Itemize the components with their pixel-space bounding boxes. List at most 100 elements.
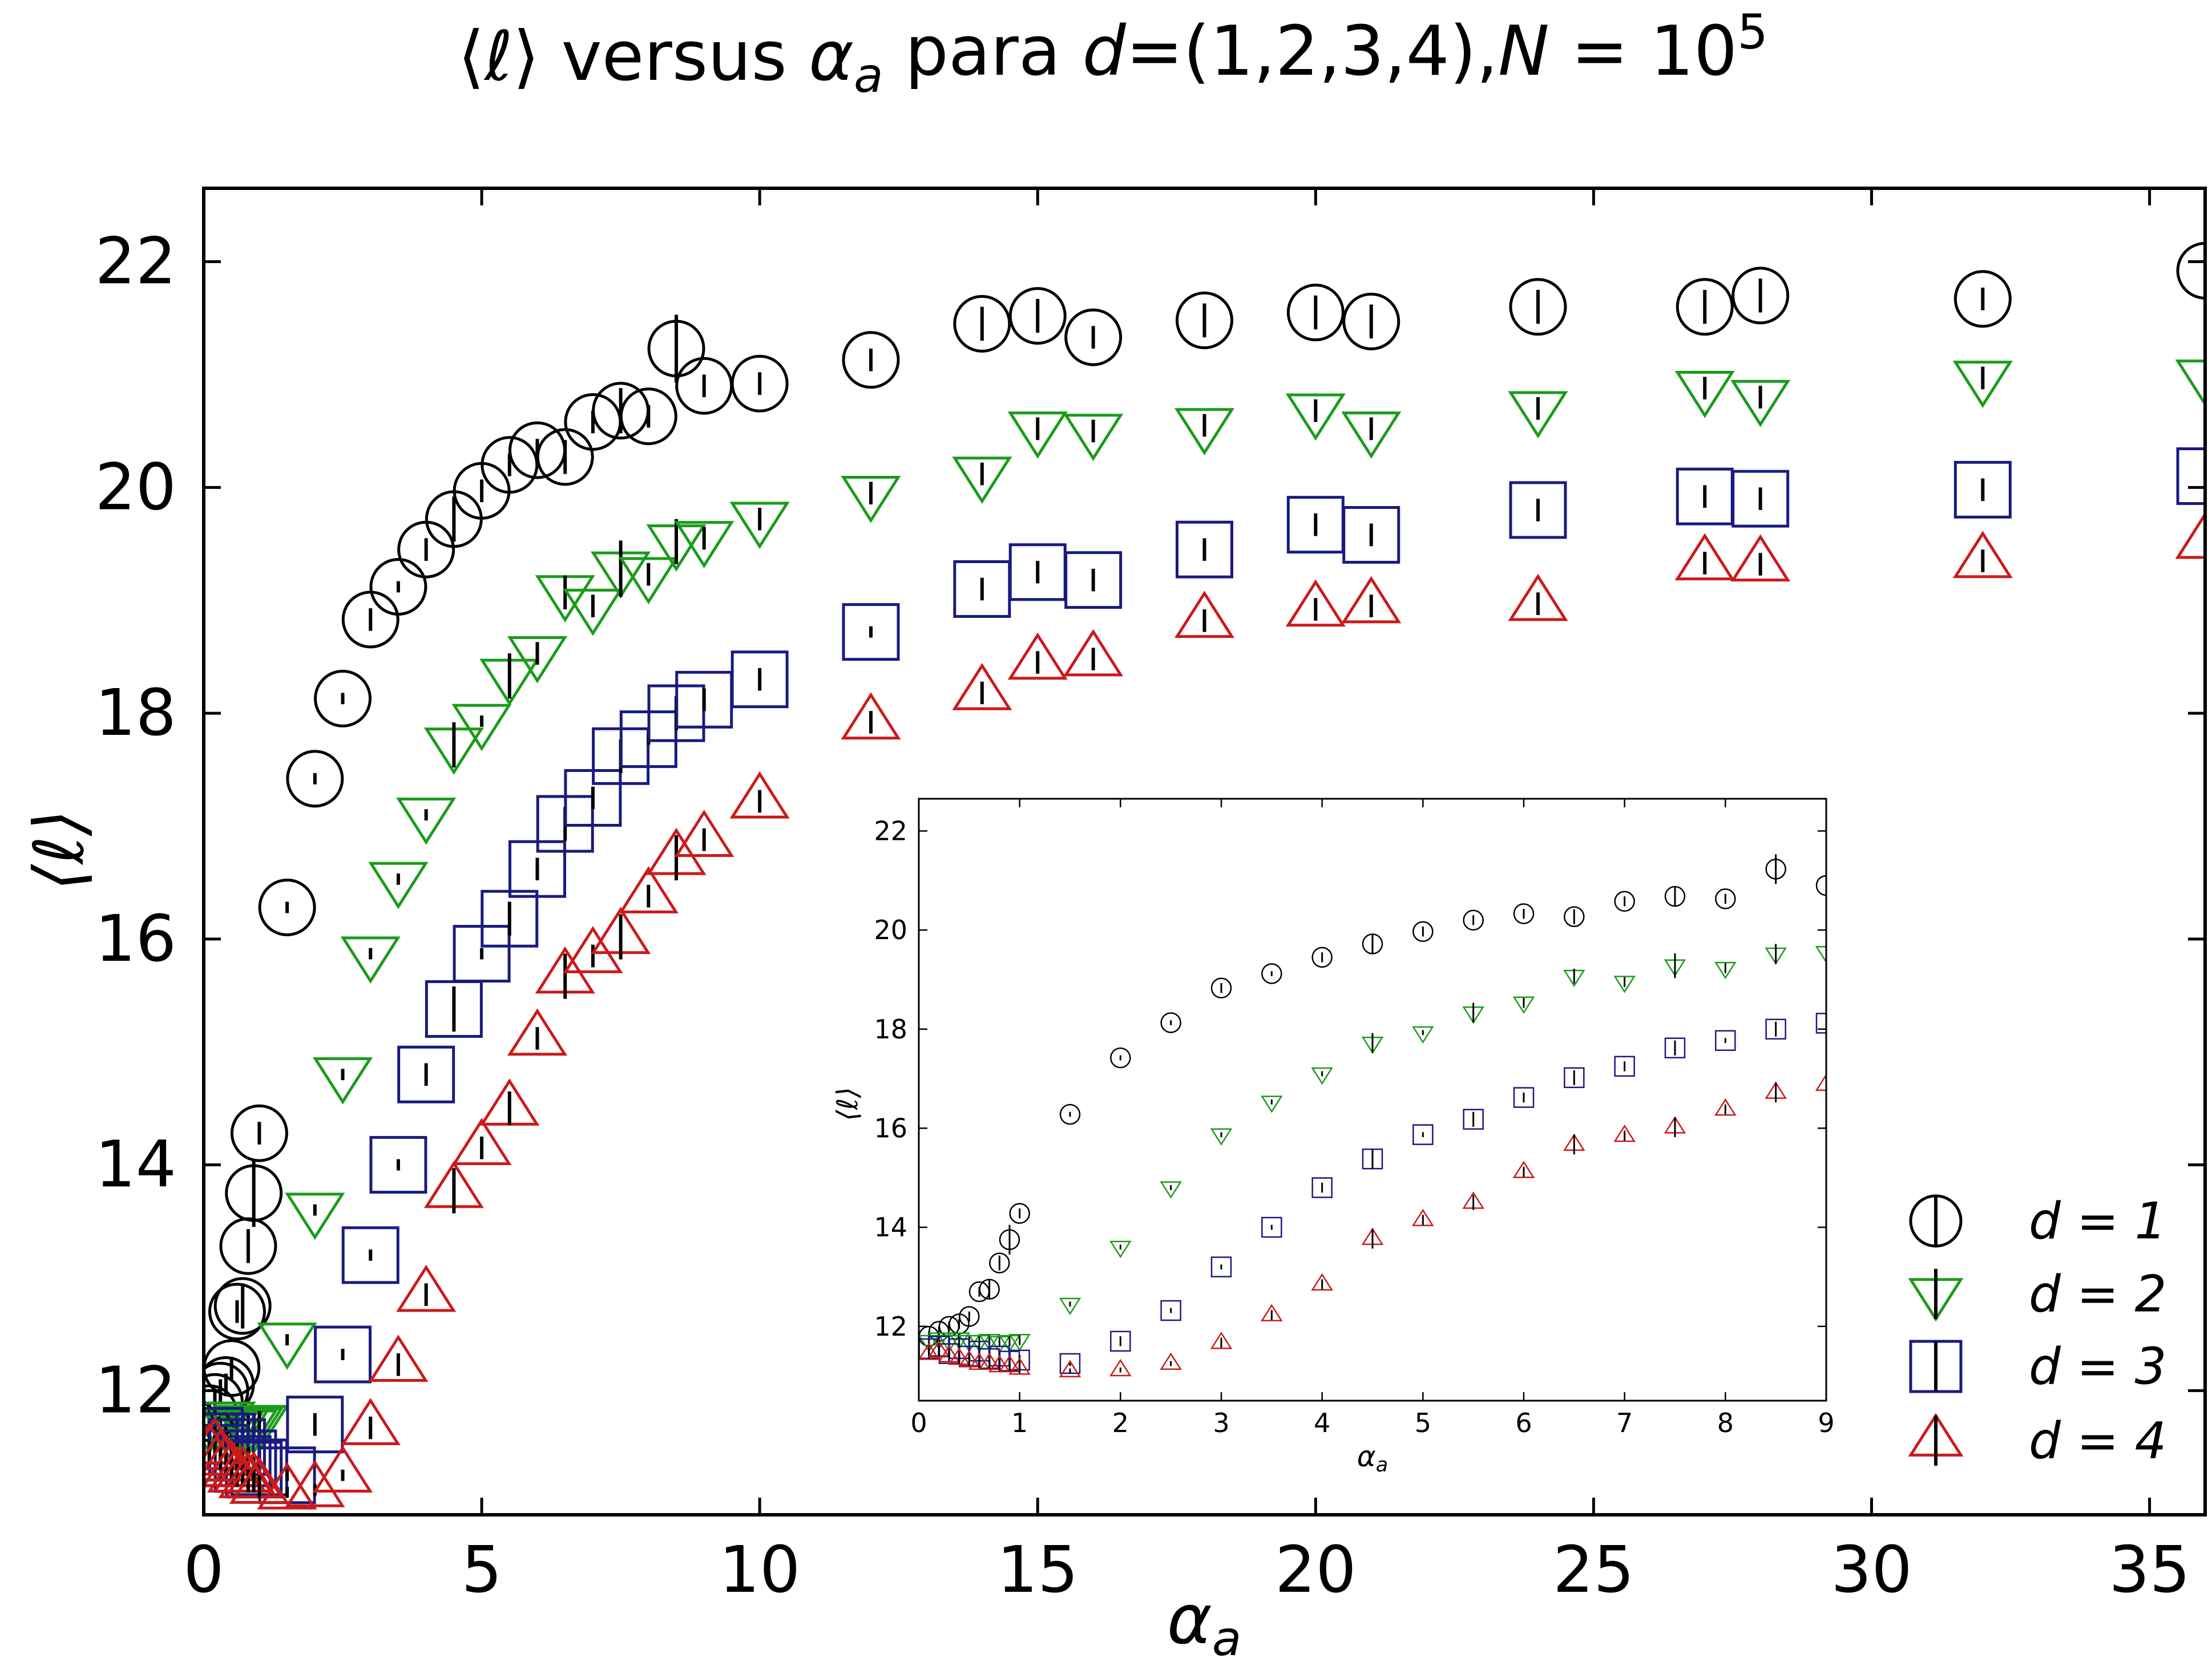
main-point-triangle-down [368, 862, 429, 909]
main-point-triangle-up [212, 1445, 273, 1493]
main-point-square [730, 650, 789, 709]
legend-entry: d = 2 [1908, 1265, 2167, 1324]
inset-point-square [1412, 1124, 1434, 1145]
main-point-circle [619, 387, 677, 446]
main-point-square [1342, 506, 1400, 564]
main-point-square [1509, 481, 1567, 539]
inset-x-tick-label: 4 [1314, 1408, 1330, 1438]
inset-x-tick-label: 8 [1717, 1408, 1734, 1438]
inset-plot-frame [918, 798, 1827, 1402]
main-point-square [1731, 470, 1790, 528]
inset-point-triangle-down [1613, 976, 1636, 993]
legend-label: d = 4 [2029, 1412, 2167, 1470]
main-point-triangle-up [674, 810, 734, 857]
main-point-square [397, 1045, 455, 1103]
inset-point-triangle-down [1714, 961, 1737, 980]
main-point-triangle-up [204, 1434, 256, 1482]
inset-point-triangle-up [928, 1340, 950, 1358]
main-point-circle [1008, 287, 1067, 345]
main-point-triangle-up [285, 1459, 345, 1507]
main-point-triangle-up [507, 1008, 568, 1056]
inset-point-circle [1614, 891, 1635, 912]
main-point-circle [481, 436, 539, 494]
main-point-circle [953, 294, 1011, 353]
inset-y-tick-label: 14 [874, 1212, 907, 1243]
main-point-triangle-down [618, 557, 679, 605]
main-y-tick-label: 16 [95, 902, 176, 976]
inset-point-square [1715, 1030, 1736, 1051]
main-point-circle [369, 557, 427, 616]
main-point-triangle-up [224, 1451, 284, 1498]
main-point-triangle-down [507, 636, 568, 684]
inset-point-square [1261, 1216, 1282, 1238]
main-point-triangle-up [312, 1445, 373, 1493]
inset-x-tick-label: 7 [1616, 1408, 1633, 1438]
legend-label: d = 2 [2029, 1265, 2167, 1324]
inset-point-triangle-up [1512, 1160, 1535, 1178]
main-point-triangle-up [204, 1439, 262, 1487]
main-point-triangle-up [340, 1398, 401, 1445]
chart-title: ⟨ℓ⟩ versus αa​ para d=(1,2,3,4),N = 105​ [458, 4, 1768, 103]
main-point-circle [258, 878, 316, 936]
inset-point-triangle-down [948, 1332, 970, 1350]
main-point-triangle-down [1508, 391, 1568, 439]
main-x-tick-label: 0 [183, 1533, 224, 1607]
inset-point-circle [1412, 921, 1434, 942]
inset-x-tick-label: 5 [1415, 1408, 1431, 1438]
main-point-triangle-up [1508, 573, 1568, 621]
main-point-square [369, 1136, 427, 1194]
main-point-triangle-down [312, 1057, 373, 1105]
main-point-square [1064, 551, 1123, 609]
main-plot-frame [202, 187, 2207, 1517]
main-point-triangle-up [451, 1118, 512, 1166]
inset-point-triangle-up [1815, 1073, 1826, 1091]
inset-point-circle [1311, 947, 1333, 968]
main-data-points [204, 241, 2205, 1510]
main-x-tick-label: 25 [1553, 1533, 1634, 1607]
main-point-triangle-down [285, 1192, 345, 1240]
main-point-triangle-up [1730, 534, 1791, 582]
main-y-axis-label: ⟨ℓ⟩ [20, 809, 99, 891]
inset-point-square [1765, 1018, 1786, 1040]
main-point-circle [1064, 308, 1123, 366]
main-point-triangle-down [563, 588, 623, 636]
inset-point-circle [1059, 1103, 1081, 1125]
main-point-triangle-up [396, 1264, 457, 1312]
main-point-triangle-down [1341, 411, 1402, 459]
inset-point-triangle-down [1059, 1297, 1081, 1315]
main-point-triangle-down [1674, 371, 1735, 418]
inset-point-triangle-up [1008, 1357, 1031, 1375]
main-point-square [1176, 520, 1233, 579]
main-point-triangle-down [1063, 414, 1124, 461]
main-x-tick-label: 5 [461, 1533, 502, 1607]
main-y-tick-label: 18 [95, 676, 176, 750]
inset-x-tick-label: 3 [1213, 1408, 1229, 1438]
main-x-tick-label: 15 [997, 1533, 1079, 1607]
inset-point-square [1463, 1109, 1484, 1130]
inset-point-triangle-down [1815, 946, 1826, 964]
main-point-circle [536, 428, 594, 486]
main-point-triangle-up [204, 1422, 240, 1470]
main-point-circle [1286, 284, 1345, 342]
main-point-triangle-down [841, 476, 901, 523]
main-point-triangle-up [368, 1335, 429, 1382]
main-point-triangle-up [2175, 511, 2205, 559]
inset-point-circle [989, 1252, 1010, 1273]
inset-point-circle [1160, 1012, 1181, 1033]
main-point-square [1953, 460, 2012, 519]
main-point-triangle-down [257, 1323, 317, 1370]
inset-point-triangle-down [1512, 996, 1535, 1014]
inset-point-square [1513, 1087, 1535, 1108]
main-point-circle [230, 1104, 288, 1162]
inset-point-triangle-up [1412, 1208, 1434, 1227]
main-point-triangle-up [1285, 579, 1346, 627]
inset-x-tick-label: 9 [1818, 1408, 1834, 1438]
main-point-circle [1676, 278, 1734, 336]
main-point-circle [1953, 270, 2012, 328]
inset-y-tick-label: 12 [874, 1311, 907, 1342]
main-point-triangle-up [729, 771, 790, 819]
inset-point-triangle-up [1059, 1360, 1081, 1377]
inset-point-circle [959, 1306, 980, 1327]
inset-point-circle [1261, 963, 1282, 984]
